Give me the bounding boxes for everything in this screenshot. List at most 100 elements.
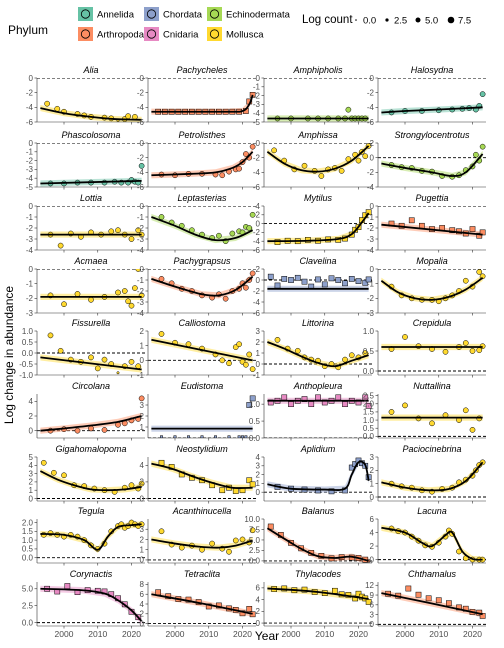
- trend-line: [40, 107, 142, 121]
- data-point: [40, 459, 47, 466]
- panel-halosydna: Halosydna 0 -2 -4 -6: [367, 65, 486, 127]
- trend-line: [151, 462, 253, 489]
- data-point: [187, 435, 190, 438]
- data-point: [365, 209, 372, 216]
- y-tick-label: 4: [140, 461, 145, 470]
- data-point: [74, 427, 81, 434]
- data-point: [342, 280, 348, 287]
- data-point: [243, 151, 249, 157]
- y-tick-label: 10.0: [244, 515, 260, 524]
- y-tick-label: 1.5: [22, 527, 34, 536]
- y-tick-label: -4: [367, 183, 375, 192]
- y-tick-label: -2: [26, 294, 34, 303]
- trend-line: [151, 216, 254, 242]
- trend-line: [40, 415, 142, 432]
- y-tick-label: 1.0: [363, 416, 375, 425]
- y-tick-label: 7.5: [249, 525, 261, 534]
- y-tick-label: 2: [140, 412, 145, 421]
- x-tick-label: 2020: [233, 629, 252, 639]
- y-tick-label: -4: [253, 109, 261, 118]
- y-tick-label: 0: [370, 74, 375, 83]
- panel-title: Amphipholis: [292, 65, 343, 75]
- y-tick-label: 0.0: [22, 618, 34, 627]
- data-point: [239, 610, 246, 617]
- panel-lacuna: Lacuna 6 4 2 0: [370, 506, 486, 566]
- y-tick-label: -3: [137, 235, 145, 244]
- panel-plot-area: [264, 457, 372, 495]
- panel-title: Tegula: [78, 506, 105, 516]
- legend-count-entry: 7.5: [447, 16, 471, 27]
- y-tick-label: 6: [256, 584, 261, 593]
- y-tick-label: 2: [256, 470, 261, 479]
- data-point: [362, 279, 369, 286]
- data-point: [446, 600, 452, 607]
- data-point: [352, 595, 358, 602]
- data-point: [281, 394, 288, 401]
- panel-plot-area: [37, 269, 145, 309]
- data-point: [348, 352, 355, 359]
- panel-plot-area: [148, 527, 256, 561]
- data-point: [462, 340, 469, 346]
- y-tick-label: 4: [256, 595, 261, 604]
- panel-title: Neostylidium: [176, 444, 228, 454]
- y-tick-label: -6: [26, 118, 34, 127]
- data-point: [47, 332, 54, 339]
- panel-grid: Alia0-2-4-6Pachycheles0-2-4-6Amphipholis…: [19, 65, 486, 629]
- y-tick-label: 3: [140, 525, 145, 534]
- y-tick-label: 4: [256, 202, 261, 211]
- trend-line: [151, 275, 254, 297]
- legend: Phylum Annelida Arthropoda Chordata Cnidari…: [8, 7, 471, 41]
- panel-plot-area: [378, 143, 486, 180]
- y-tick-label: -5: [253, 118, 261, 127]
- panel-plot-area: [148, 331, 256, 372]
- panel-title: Eudistoma: [181, 381, 224, 391]
- panel-strongylocentrotus: Strongylocentrotus 2 0 -2 -4: [367, 130, 486, 192]
- data-point: [355, 157, 362, 164]
- data-point: [246, 477, 253, 484]
- panel-plot-area: [378, 524, 486, 563]
- y-tick-label: 1: [370, 479, 375, 488]
- panel-lottia: Lottia 0 -1 -2 -3 -4: [26, 193, 145, 255]
- data-point: [301, 162, 308, 169]
- y-tick-label: 0: [29, 74, 34, 83]
- panel-title: Tetraclita: [184, 569, 220, 579]
- panel-plot-area: [264, 209, 372, 245]
- data-point: [469, 226, 476, 232]
- panel-plot-area: [264, 523, 372, 563]
- y-tick-label: 0: [140, 494, 145, 503]
- panel-thylacodes: Thylacodes 6 4 2 0: [256, 569, 372, 629]
- data-point: [294, 347, 301, 354]
- trend-line: [151, 338, 253, 362]
- data-point: [342, 356, 348, 363]
- y-tick-label: -3: [367, 309, 375, 318]
- panel-title: Calliostoma: [178, 318, 225, 328]
- y-tick-label: -3: [26, 165, 34, 174]
- y-tick-label: 2.5: [22, 601, 34, 610]
- data-point: [241, 435, 244, 438]
- legend-entry-chordata: Chordata: [144, 7, 203, 21]
- panel-eudistoma: Eudistoma 3 2 1: [140, 381, 256, 441]
- y-tick-label: 0: [370, 265, 375, 274]
- data-point: [160, 435, 163, 438]
- y-tick-label: -4: [253, 237, 261, 246]
- trend-line: [380, 277, 484, 301]
- legend-symbol: [80, 29, 91, 39]
- data-point: [308, 401, 315, 408]
- legend-count-label: 5.0: [425, 16, 438, 27]
- data-point: [226, 360, 232, 367]
- data-point: [479, 613, 486, 619]
- panel-plot-area: [37, 583, 145, 625]
- y-tick-label: -4: [26, 246, 34, 255]
- x-tick-label: 2020: [349, 629, 368, 639]
- panel-title: Balanus: [302, 506, 335, 516]
- panel-tegula: Tegula 2.01.51.00.50.0: [22, 506, 145, 566]
- panel-plot-area: [264, 78, 372, 122]
- panel-pachygrapsus: Pachygrapsus 0 -1 -2 -3 -4: [137, 256, 256, 318]
- data-point: [57, 347, 64, 354]
- data-point: [216, 232, 222, 239]
- y-tick-label: 0: [29, 494, 34, 503]
- trend-line: [39, 470, 142, 492]
- legend-swatch: [78, 7, 93, 21]
- y-tick-label: -2: [26, 88, 34, 97]
